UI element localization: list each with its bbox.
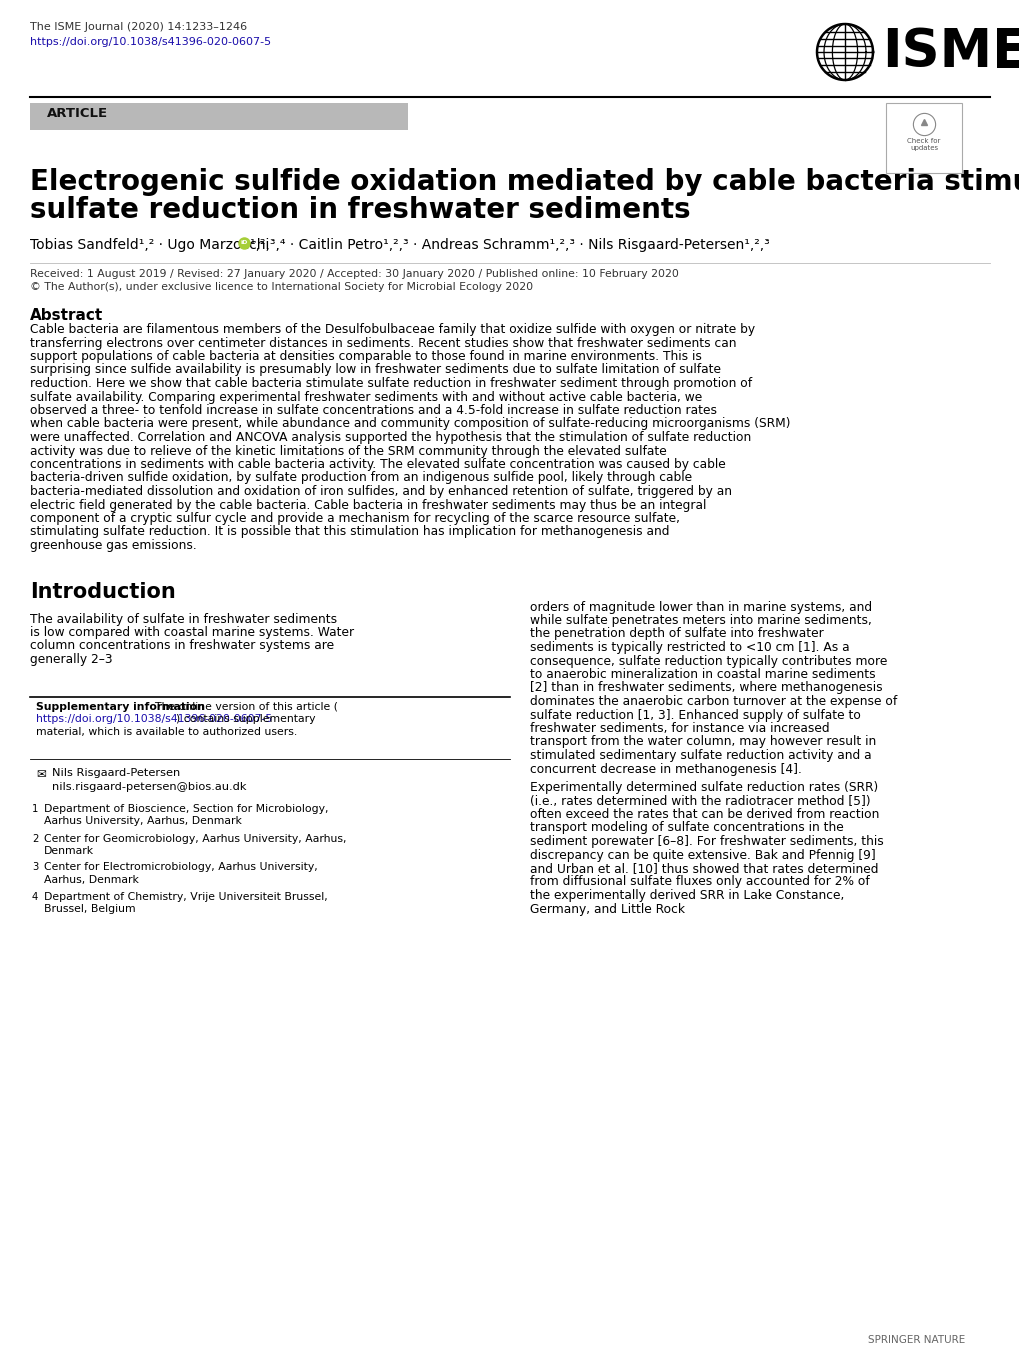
Text: concentrations in sediments with cable bacteria activity. The elevated sulfate c: concentrations in sediments with cable b…: [30, 458, 726, 472]
Text: is low compared with coastal marine systems. Water: is low compared with coastal marine syst…: [30, 626, 354, 640]
Text: column concentrations in freshwater systems are: column concentrations in freshwater syst…: [30, 640, 334, 653]
Text: discrepancy can be quite extensive. Bak and Pfennig [9]: discrepancy can be quite extensive. Bak …: [530, 848, 875, 862]
Text: 3: 3: [32, 863, 39, 873]
Text: Aarhus University, Aarhus, Denmark: Aarhus University, Aarhus, Denmark: [44, 817, 242, 827]
Text: Received: 1 August 2019 / Revised: 27 January 2020 / Accepted: 30 January 2020 /: Received: 1 August 2019 / Revised: 27 Ja…: [30, 270, 679, 279]
FancyBboxPatch shape: [886, 103, 961, 173]
Text: often exceed the rates that can be derived from reaction: often exceed the rates that can be deriv…: [530, 808, 878, 821]
FancyBboxPatch shape: [30, 103, 408, 130]
Text: dominates the anaerobic carbon turnover at the expense of: dominates the anaerobic carbon turnover …: [530, 695, 897, 709]
Text: SPRINGER NATURE: SPRINGER NATURE: [867, 1335, 964, 1346]
Text: 2: 2: [32, 833, 39, 844]
Text: [2] than in freshwater sediments, where methanogenesis: [2] than in freshwater sediments, where …: [530, 682, 881, 695]
Text: sulfate reduction in freshwater sediments: sulfate reduction in freshwater sediment…: [30, 196, 690, 224]
Text: to anaerobic mineralization in coastal marine sediments: to anaerobic mineralization in coastal m…: [530, 668, 874, 682]
Text: when cable bacteria were present, while abundance and community composition of s: when cable bacteria were present, while …: [30, 417, 790, 431]
Text: (i.e., rates determined with the radiotracer method [5]): (i.e., rates determined with the radiotr…: [530, 794, 870, 808]
Text: concurrent decrease in methanogenesis [4].: concurrent decrease in methanogenesis [4…: [530, 763, 801, 775]
Text: stimulated sedimentary sulfate reduction activity and a: stimulated sedimentary sulfate reduction…: [530, 749, 871, 762]
Text: while sulfate penetrates meters into marine sediments,: while sulfate penetrates meters into mar…: [530, 614, 871, 627]
Text: Center for Geomicrobiology, Aarhus University, Aarhus,: Center for Geomicrobiology, Aarhus Unive…: [44, 833, 346, 844]
Text: support populations of cable bacteria at densities comparable to those found in : support populations of cable bacteria at…: [30, 350, 701, 363]
Text: The availability of sulfate in freshwater sediments: The availability of sulfate in freshwate…: [30, 612, 337, 626]
Text: sulfate reduction [1, 3]. Enhanced supply of sulfate to: sulfate reduction [1, 3]. Enhanced suppl…: [530, 709, 860, 721]
Text: freshwater sediments, for instance via increased: freshwater sediments, for instance via i…: [530, 722, 828, 734]
Text: Center for Electromicrobiology, Aarhus University,: Center for Electromicrobiology, Aarhus U…: [44, 863, 318, 873]
Text: Experimentally determined sulfate reduction rates (SRR): Experimentally determined sulfate reduct…: [530, 780, 877, 794]
Text: reduction. Here we show that cable bacteria stimulate sulfate reduction in fresh: reduction. Here we show that cable bacte…: [30, 377, 751, 390]
Text: the experimentally derived SRR in Lake Constance,: the experimentally derived SRR in Lake C…: [530, 889, 844, 902]
Text: sediments is typically restricted to <10 cm [1]. As a: sediments is typically restricted to <10…: [530, 641, 849, 654]
Text: 1: 1: [32, 805, 39, 814]
Text: https://doi.org/10.1038/s41396-020-0607-5: https://doi.org/10.1038/s41396-020-0607-…: [30, 37, 271, 47]
Text: were unaffected. Correlation and ANCOVA analysis supported the hypothesis that t: were unaffected. Correlation and ANCOVA …: [30, 431, 751, 444]
Text: Check for: Check for: [907, 138, 940, 144]
Text: generally 2–3: generally 2–3: [30, 653, 112, 667]
Text: greenhouse gas emissions.: greenhouse gas emissions.: [30, 539, 197, 551]
Text: bacteria-mediated dissolution and oxidation of iron sulfides, and by enhanced re: bacteria-mediated dissolution and oxidat…: [30, 485, 732, 499]
Text: The online version of this article (: The online version of this article (: [36, 702, 337, 711]
Text: Supplementary information: Supplementary information: [36, 702, 205, 711]
Text: consequence, sulfate reduction typically contributes more: consequence, sulfate reduction typically…: [530, 654, 887, 668]
Text: bacteria-driven sulfide oxidation, by sulfate production from an indigenous sulf: bacteria-driven sulfide oxidation, by su…: [30, 472, 692, 485]
Text: component of a cryptic sulfur cycle and provide a mechanism for recycling of the: component of a cryptic sulfur cycle and …: [30, 512, 680, 524]
Text: electric field generated by the cable bacteria. Cable bacteria in freshwater sed: electric field generated by the cable ba…: [30, 499, 706, 511]
Text: ✉: ✉: [36, 768, 46, 782]
Text: activity was due to relieve of the kinetic limitations of the SRM community thro: activity was due to relieve of the kinet…: [30, 444, 666, 458]
Text: updates: updates: [909, 145, 937, 150]
Text: from diffusional sulfate fluxes only accounted for 2% of: from diffusional sulfate fluxes only acc…: [530, 875, 869, 889]
Text: Germany, and Little Rock: Germany, and Little Rock: [530, 902, 685, 916]
Text: observed a three- to tenfold increase in sulfate concentrations and a 4.5-fold i: observed a three- to tenfold increase in…: [30, 404, 716, 417]
Text: Aarhus, Denmark: Aarhus, Denmark: [44, 874, 139, 885]
Text: sediment porewater [6–8]. For freshwater sediments, this: sediment porewater [6–8]. For freshwater…: [530, 835, 882, 848]
Text: stimulating sulfate reduction. It is possible that this stimulation has implicat: stimulating sulfate reduction. It is pos…: [30, 526, 668, 538]
Text: Department of Bioscience, Section for Microbiology,: Department of Bioscience, Section for Mi…: [44, 805, 328, 814]
Text: material, which is available to authorized users.: material, which is available to authoriz…: [36, 728, 297, 737]
Text: Introduction: Introduction: [30, 583, 175, 603]
Text: Electrogenic sulfide oxidation mediated by cable bacteria stimulates: Electrogenic sulfide oxidation mediated …: [30, 168, 1019, 196]
Text: transferring electrons over centimeter distances in sediments. Recent studies sh: transferring electrons over centimeter d…: [30, 336, 736, 350]
Text: ¹,²,³,⁴ · Caitlin Petro¹,²,³ · Andreas Schramm¹,²,³ · Nils Risgaard-Petersen¹,²,: ¹,²,³,⁴ · Caitlin Petro¹,²,³ · Andreas S…: [250, 238, 769, 252]
Text: https://doi.org/10.1038/s41396-020-0607-5: https://doi.org/10.1038/s41396-020-0607-…: [36, 714, 272, 725]
Text: orders of magnitude lower than in marine systems, and: orders of magnitude lower than in marine…: [530, 600, 871, 614]
Text: ) contains supplementary: ) contains supplementary: [36, 714, 315, 725]
Text: the penetration depth of sulfate into freshwater: the penetration depth of sulfate into fr…: [530, 627, 823, 641]
Text: The ISME Journal (2020) 14:1233–1246: The ISME Journal (2020) 14:1233–1246: [30, 22, 247, 33]
Text: ISME: ISME: [881, 26, 1019, 79]
Text: Brussel, Belgium: Brussel, Belgium: [44, 904, 136, 913]
Text: nils.risgaard-petersen@bios.au.dk: nils.risgaard-petersen@bios.au.dk: [52, 782, 247, 791]
Text: Nils Risgaard-Petersen: Nils Risgaard-Petersen: [52, 768, 180, 779]
Text: and Urban et al. [10] thus showed that rates determined: and Urban et al. [10] thus showed that r…: [530, 862, 877, 875]
Text: transport modeling of sulfate concentrations in the: transport modeling of sulfate concentrat…: [530, 821, 843, 835]
Text: Denmark: Denmark: [44, 846, 94, 855]
Text: Cable bacteria are filamentous members of the Desulfobulbaceae family that oxidi: Cable bacteria are filamentous members o…: [30, 322, 754, 336]
Text: Abstract: Abstract: [30, 308, 103, 322]
Text: transport from the water column, may however result in: transport from the water column, may how…: [530, 736, 875, 748]
Text: © The Author(s), under exclusive licence to International Society for Microbial : © The Author(s), under exclusive licence…: [30, 282, 533, 291]
Text: 4: 4: [32, 892, 39, 901]
Text: surprising since sulfide availability is presumably low in freshwater sediments : surprising since sulfide availability is…: [30, 363, 720, 377]
Text: iD: iD: [240, 240, 248, 245]
Text: sulfate availability. Comparing experimental freshwater sediments with and witho: sulfate availability. Comparing experime…: [30, 390, 701, 404]
Text: Tobias Sandfeld¹,² · Ugo Marzocchi: Tobias Sandfeld¹,² · Ugo Marzocchi: [30, 238, 269, 252]
Text: ARTICLE: ARTICLE: [47, 107, 108, 121]
Text: Department of Chemistry, Vrije Universiteit Brussel,: Department of Chemistry, Vrije Universit…: [44, 892, 327, 901]
